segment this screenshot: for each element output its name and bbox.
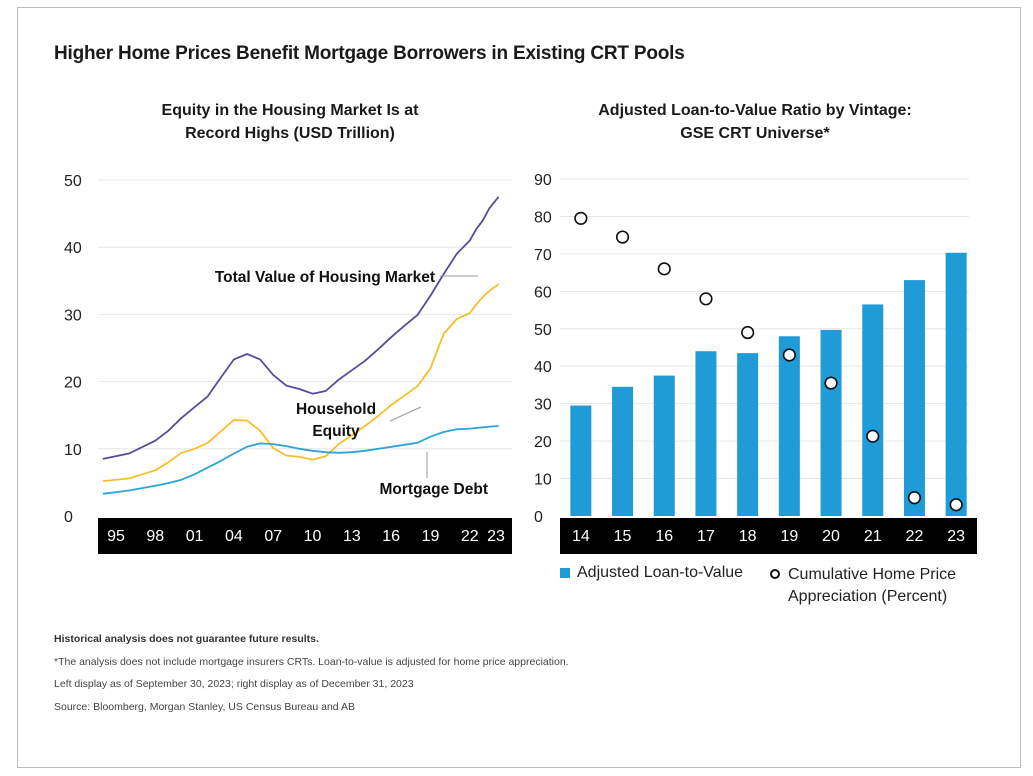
left-x-tick-label: 95	[107, 528, 125, 545]
right-x-tick-label: 15	[614, 528, 632, 545]
left-y-tick-label: 20	[64, 375, 82, 392]
right-x-tick-label: 22	[906, 528, 924, 545]
annotation-mortgage-debt: Mortgage Debt	[380, 481, 489, 498]
annotation-total-value: Total Value of Housing Market	[215, 269, 435, 286]
ltv-bar	[945, 252, 967, 516]
right-y-tick-label: 90	[534, 172, 552, 189]
annotation-household-equity-line2: Equity	[312, 423, 360, 440]
right-x-axis-band	[560, 518, 977, 554]
household-equity-line	[102, 283, 500, 482]
right-y-tick-label: 20	[534, 434, 552, 451]
left-y-tick-label: 10	[64, 442, 82, 459]
left-y-tick-label: 40	[64, 240, 82, 257]
left-x-tick-label: 04	[225, 528, 243, 545]
legend-dot-label-line1: Cumulative Home Price	[788, 566, 957, 583]
left-x-tick-label: 13	[343, 528, 361, 545]
left-x-tick-label: 23	[487, 528, 505, 545]
right-y-tick-label: 60	[534, 284, 552, 301]
bar-swatch-icon	[560, 568, 570, 578]
right-y-tick-label: 50	[534, 322, 552, 339]
left-x-tick-label: 98	[146, 528, 164, 545]
right-chart-title: Adjusted Loan-to-Value Ratio by Vintage:…	[555, 99, 955, 145]
right-x-tick-label: 14	[572, 528, 590, 545]
hpa-point	[615, 230, 630, 244]
left-x-axis-band	[98, 518, 512, 554]
right-chart-title-line1: Adjusted Loan-to-Value Ratio by Vintage:	[598, 102, 912, 119]
legend-dot-label: Cumulative Home Price Appreciation (Perc…	[788, 564, 956, 608]
legend-bar-item: Adjusted Loan-to-Value	[560, 564, 743, 582]
right-y-tick-label: 0	[534, 509, 543, 526]
legend-dot-item: Cumulative Home Price Appreciation (Perc…	[770, 564, 956, 608]
right-x-tick-label: 20	[822, 528, 840, 545]
right-x-tick-label: 17	[697, 528, 715, 545]
ltv-bar	[695, 351, 717, 516]
ltv-bar	[570, 405, 592, 516]
left-chart-title-line1: Equity in the Housing Market Is at	[161, 102, 419, 119]
hpa-point	[574, 211, 588, 225]
hpa-point	[699, 292, 713, 306]
annotation-household-equity-leader	[389, 406, 422, 422]
total-value-of-housing-market-line	[102, 196, 500, 460]
hpa-point	[782, 348, 796, 362]
figure-title: Higher Home Prices Benefit Mortgage Borr…	[54, 43, 685, 64]
left-y-tick-label: 50	[64, 173, 82, 190]
ltv-bar	[820, 329, 842, 516]
right-y-tick-label: 10	[534, 472, 552, 489]
left-y-tick-label: 0	[64, 509, 73, 526]
mortgage-debt-line	[102, 425, 499, 495]
right-x-tick-label: 21	[864, 528, 882, 545]
right-y-tick-label: 80	[534, 209, 552, 226]
source-note: Source: Bloomberg, Morgan Stanley, US Ce…	[54, 700, 355, 713]
left-y-tick-label: 30	[64, 307, 82, 324]
left-x-tick-label: 01	[186, 528, 204, 545]
right-x-tick-label: 18	[739, 528, 757, 545]
left-chart-title: Equity in the Housing Market Is at Recor…	[100, 99, 480, 145]
legend-bar-label: Adjusted Loan-to-Value	[577, 564, 744, 581]
ltv-bar	[903, 280, 925, 516]
hpa-point	[741, 325, 755, 340]
right-x-tick-label: 16	[655, 528, 673, 545]
as-of-note: Left display as of September 30, 2023; r…	[54, 678, 414, 690]
hpa-point	[657, 262, 671, 276]
right-x-tick-label: 23	[947, 528, 965, 545]
right-y-tick-label: 40	[534, 359, 552, 376]
disclaimer-note: Historical analysis does not guarantee f…	[54, 633, 319, 645]
right-y-tick-label: 70	[534, 247, 552, 264]
right-chart-title-line2: GSE CRT Universe*	[680, 125, 830, 142]
circle-marker-icon	[770, 569, 780, 579]
figure-frame	[17, 7, 1021, 768]
right-x-tick-label: 19	[780, 528, 798, 545]
hpa-point	[866, 429, 880, 443]
hpa-point	[907, 491, 922, 505]
left-chart-title-line2: Record Highs (USD Trillion)	[185, 125, 395, 142]
ltv-bar	[653, 375, 675, 516]
footnotes: Historical analysis does not guarantee f…	[54, 633, 569, 723]
left-x-tick-label: 16	[382, 528, 400, 545]
left-x-tick-label: 22	[461, 528, 479, 545]
hpa-point	[949, 498, 963, 512]
left-x-tick-label: 07	[264, 528, 282, 545]
left-x-tick-label: 19	[422, 528, 440, 545]
left-x-tick-label: 10	[304, 528, 322, 545]
ltv-bar	[778, 336, 800, 516]
legend-dot-label-line2: Appreciation (Percent)	[788, 588, 948, 605]
annotation-household-equity-line1: Household	[296, 401, 376, 418]
ltv-bar	[862, 304, 884, 516]
ltv-bar	[737, 353, 759, 516]
right-y-tick-label: 30	[534, 397, 552, 414]
ltv-bar	[612, 386, 634, 516]
hpa-point	[824, 376, 838, 390]
asterisk-footnote: *The analysis does not include mortgage …	[54, 655, 569, 668]
